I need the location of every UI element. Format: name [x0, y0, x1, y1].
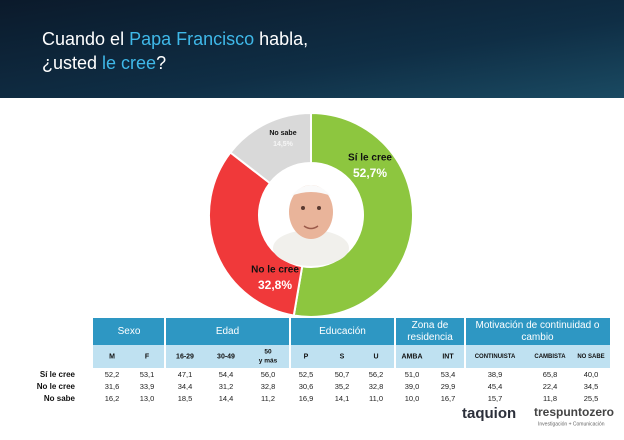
cell: 50,7 [335, 370, 350, 379]
column-header: U [373, 353, 378, 360]
title-part: ¿usted [42, 53, 102, 73]
column-header: P [304, 353, 309, 360]
column-header: 30-49 [217, 353, 235, 360]
cell: 18,5 [178, 394, 193, 403]
slice-value: 52,7% [353, 166, 387, 180]
cell: 13,0 [140, 394, 155, 403]
column-header: INT [442, 353, 454, 360]
column-header: AMBA [402, 353, 423, 360]
cell: 31,6 [105, 382, 120, 391]
cell: 33,9 [140, 382, 155, 391]
title: Cuando el Papa Francisco habla, ¿usted le… [42, 29, 308, 73]
donut: Sí le cree 52,7% No le cree 32,8% No sabe 14,… [208, 111, 414, 318]
cell: 40,0 [584, 370, 599, 379]
cell: 32,8 [261, 382, 276, 391]
column-header: 50 [264, 349, 272, 356]
slice-value: 32,8% [258, 278, 292, 292]
cell: 15,7 [488, 394, 503, 403]
cell: 51,0 [405, 370, 420, 379]
table: Sexo M F Edad 16-29 30-49 50 y más Educación P S U Z… [37, 318, 610, 403]
column-header: 16-29 [176, 353, 194, 360]
title-part: ? [156, 53, 166, 73]
cell: 32,8 [369, 382, 384, 391]
row-label: Sí le cree [40, 370, 76, 379]
group-header-bg [93, 318, 610, 345]
donut-slice [208, 151, 304, 317]
logo-trespuntozero: trespuntozero [534, 405, 614, 419]
cell: 11,8 [543, 394, 557, 403]
cell: 14,1 [335, 394, 350, 403]
header-band [0, 0, 624, 98]
cell: 30,6 [299, 382, 314, 391]
cell: 25,5 [584, 394, 599, 403]
cell: 29,9 [441, 382, 456, 391]
slice-label: Sí le cree [348, 153, 392, 164]
cell: 35,2 [335, 382, 350, 391]
cell: 47,1 [178, 370, 193, 379]
column-header: F [145, 353, 150, 360]
cell: 31,2 [219, 382, 234, 391]
photo [260, 164, 362, 266]
group-header: residencia [407, 332, 453, 343]
group-header: Zona de [412, 320, 449, 331]
slice-value: 14,5% [273, 141, 294, 148]
cell: 16,2 [105, 394, 120, 403]
footer: taquion trespuntozero Investigación + Comu… [462, 405, 614, 427]
cell: 53,4 [441, 370, 456, 379]
cell: 65,8 [543, 370, 558, 379]
cell: 10,0 [405, 394, 420, 403]
cell: 11,2 [261, 394, 275, 403]
title-line: ¿usted le cree? [42, 53, 166, 73]
cell: 56,0 [261, 370, 276, 379]
cell: 22,4 [543, 382, 558, 391]
cell: 14,4 [219, 394, 234, 403]
logo-subtitle: Investigación + Comunicación [538, 421, 605, 427]
cell: 52,2 [105, 370, 120, 379]
title-part: Cuando el [42, 29, 129, 49]
logo-taquion: taquion [462, 405, 516, 422]
group-header: cambio [521, 332, 554, 343]
cell: 16,7 [441, 394, 456, 403]
column-header: S [340, 353, 345, 360]
cell: 39,0 [405, 382, 420, 391]
title-part: habla, [254, 29, 308, 49]
row-label: No le cree [37, 382, 76, 391]
donut-slice [292, 111, 414, 318]
title-part: Papa Francisco [129, 29, 254, 49]
title-line: Cuando el Papa Francisco habla, [42, 29, 308, 49]
cell: 52,5 [299, 370, 314, 379]
cell: 45,4 [488, 382, 503, 391]
cell: 54,4 [219, 370, 234, 379]
column-header: y más [259, 358, 278, 365]
column-header: NO SABE [577, 354, 604, 360]
cell: 56,2 [369, 370, 384, 379]
cell: 34,4 [178, 382, 193, 391]
group-header: Sexo [118, 326, 141, 337]
column-header: CAMBISTA [534, 354, 566, 360]
column-header: M [109, 353, 115, 360]
group-header: Motivación de continuidad o [476, 320, 600, 331]
group-header: Edad [216, 326, 239, 337]
cell: 11,0 [369, 394, 383, 403]
column-header: CONTINUISTA [475, 354, 516, 360]
cell: 34,5 [584, 382, 599, 391]
cell: 38,9 [488, 370, 503, 379]
slice-label: No le cree [251, 265, 299, 276]
cell: 16,9 [299, 394, 314, 403]
slice-label: No sabe [269, 130, 296, 137]
row-label: No sabe [44, 394, 76, 403]
donut-slice [229, 111, 312, 185]
title-part: le cree [102, 53, 156, 73]
cell: 53,1 [140, 370, 155, 379]
group-header: Educación [319, 326, 366, 337]
column-header-bg [93, 345, 610, 368]
